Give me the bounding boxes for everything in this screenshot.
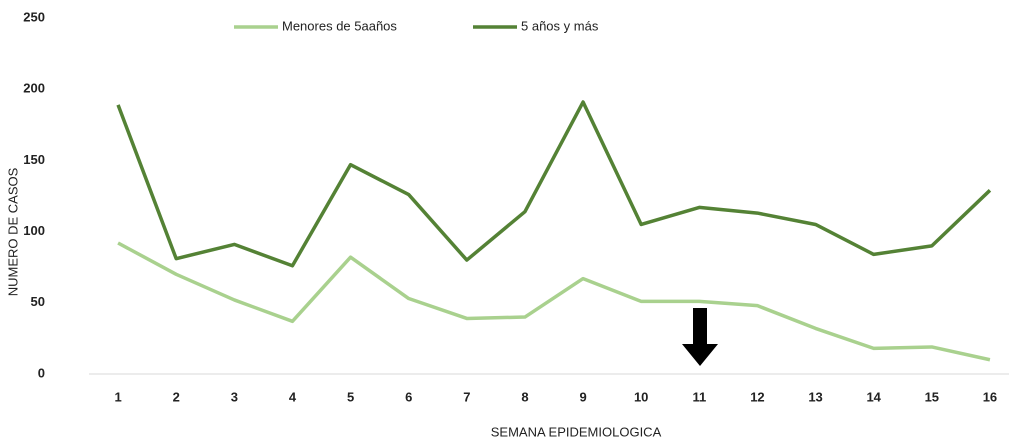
y-tick-label: 50 (31, 294, 45, 309)
x-tick-label: 3 (231, 389, 238, 404)
x-tick-label: 5 (347, 389, 354, 404)
y-tick-label: 200 (23, 81, 45, 96)
x-tick-label: 14 (866, 389, 881, 404)
x-tick-label: 6 (405, 389, 412, 404)
x-tick-label: 4 (289, 389, 297, 404)
x-tick-label: 10 (634, 389, 648, 404)
x-tick-label: 11 (692, 389, 706, 404)
arrow (682, 308, 718, 366)
y-tick-label: 0 (38, 365, 45, 380)
line-series (117, 241, 991, 362)
line-series (116, 100, 992, 268)
x-axis-label: SEMANA EPIDEMIOLOGICA (491, 424, 662, 439)
x-tick-label: 8 (521, 389, 528, 404)
y-tick-label: 250 (23, 9, 45, 24)
x-tick-label: 7 (463, 389, 470, 404)
y-tick-label: 100 (23, 223, 45, 238)
y-tick-label: 150 (23, 152, 45, 167)
y-axis-label: NUMERO DE CASOS (5, 167, 20, 296)
x-tick-label: 12 (750, 389, 764, 404)
legend-label: 5 años y más (521, 18, 599, 33)
x-tick-label: 15 (925, 389, 939, 404)
x-tick-label: 1 (114, 389, 121, 404)
legend-label: Menores de 5aaños (282, 18, 397, 33)
x-tick-label: 9 (579, 389, 586, 404)
x-tick-label: 2 (173, 389, 180, 404)
x-tick-label: 16 (983, 389, 997, 404)
x-tick-label: 13 (808, 389, 822, 404)
